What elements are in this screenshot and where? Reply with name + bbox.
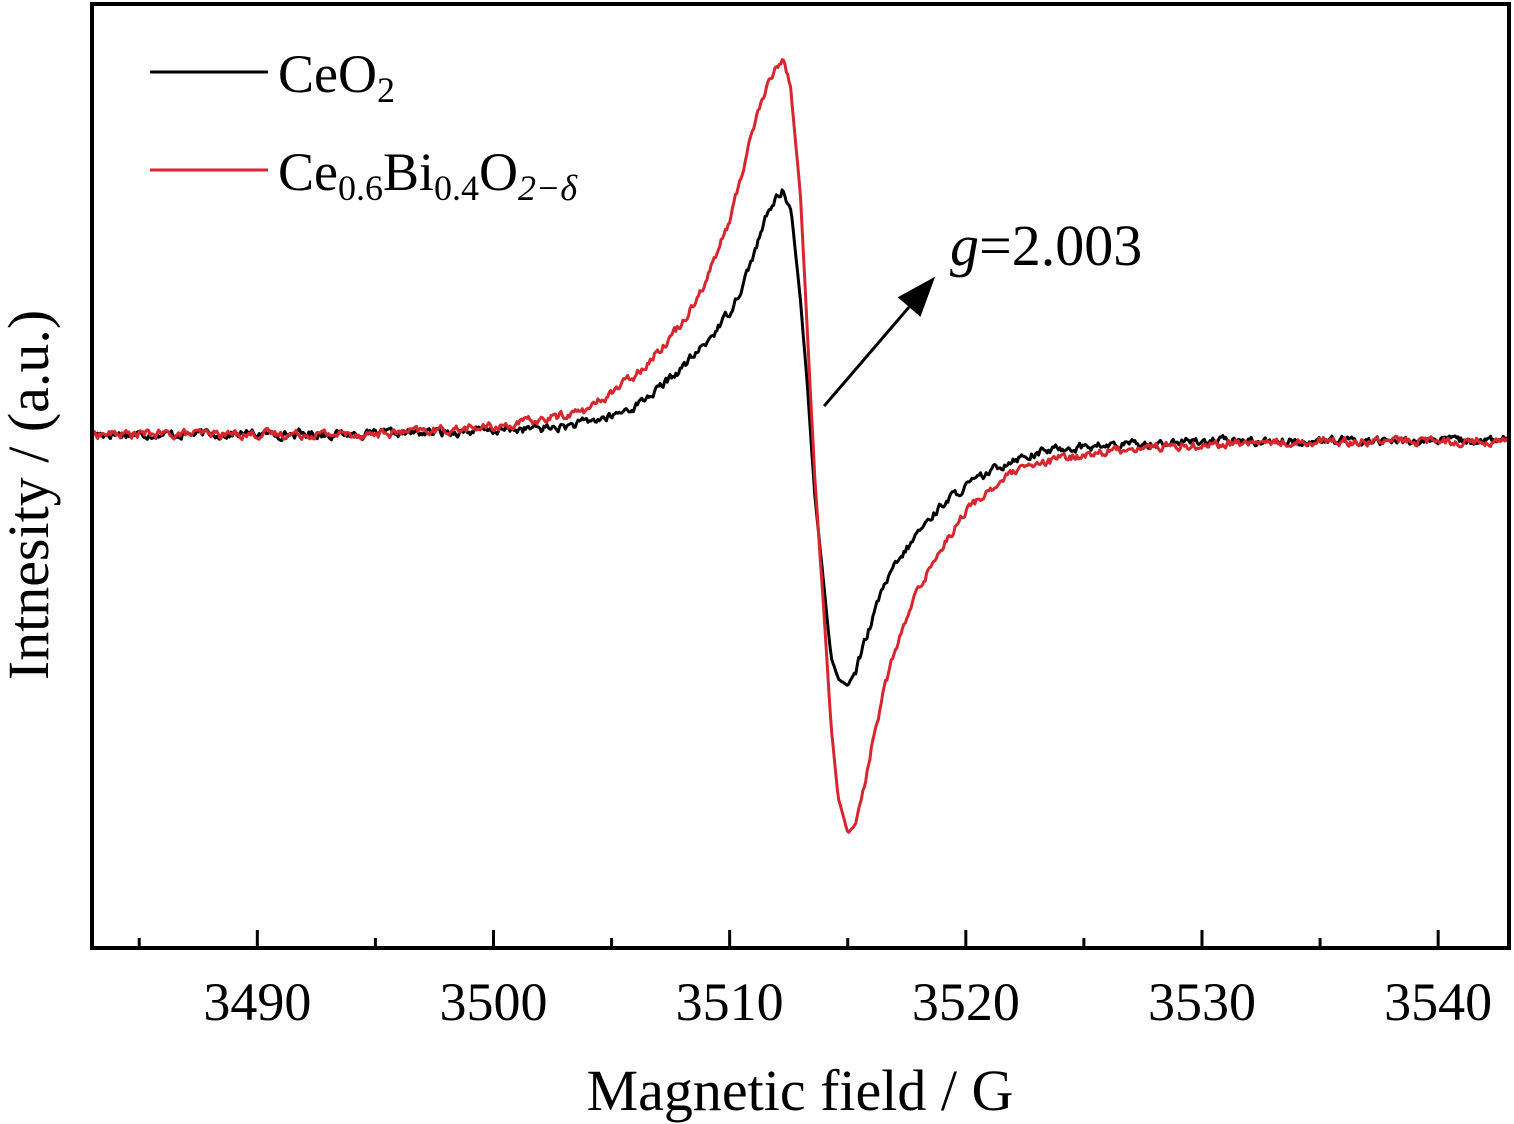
legend-label-ceo2: CeO2 [278,44,395,110]
legend-label-cebio-sub2: 0.4 [434,168,479,208]
x-axis-ticks [137,930,1440,948]
x-tick-label: 3490 [203,972,311,1032]
x-tick-label: 3530 [1148,972,1256,1032]
legend-label-ceo2-main: CeO [278,44,377,104]
annotation-arrow-line [822,306,911,408]
x-axis-tick-labels: 3490 3500 3510 3520 3530 3540 [203,972,1492,1032]
legend-label-cebio-bi: Bi [383,142,434,202]
y-axis-title: Intnesity / (a.u.) [0,310,61,680]
annotation-g-number: =2.003 [979,213,1142,278]
g-factor-annotation: g=2.003 [822,213,1142,408]
legend-label-cebio: Ce0.6Bi0.4O2−δ [278,142,578,208]
legend-label-cebio-ce: Ce [278,142,338,202]
x-tick-label: 3500 [439,972,547,1032]
x-tick-label: 3520 [912,972,1020,1032]
legend-label-cebio-sub3: 2−δ [518,168,578,208]
x-tick-label: 3540 [1384,972,1492,1032]
x-axis-title: Magnetic field / G [587,1058,1014,1123]
plot-frame [90,2,1511,950]
legend: CeO2 Ce0.6Bi0.4O2−δ [150,44,578,208]
series-line-cebio [90,58,1511,834]
annotation-g-symbol: g [950,213,979,278]
series-lines [90,58,1511,834]
legend-label-ceo2-sub: 2 [377,70,395,110]
x-tick-label: 3510 [676,972,784,1032]
legend-label-cebio-o: O [479,142,518,202]
series-line-ceo2 [90,188,1511,687]
legend-label-cebio-sub1: 0.6 [338,168,383,208]
annotation-arrow-head [897,276,936,317]
annotation-g-value: g=2.003 [950,213,1142,278]
